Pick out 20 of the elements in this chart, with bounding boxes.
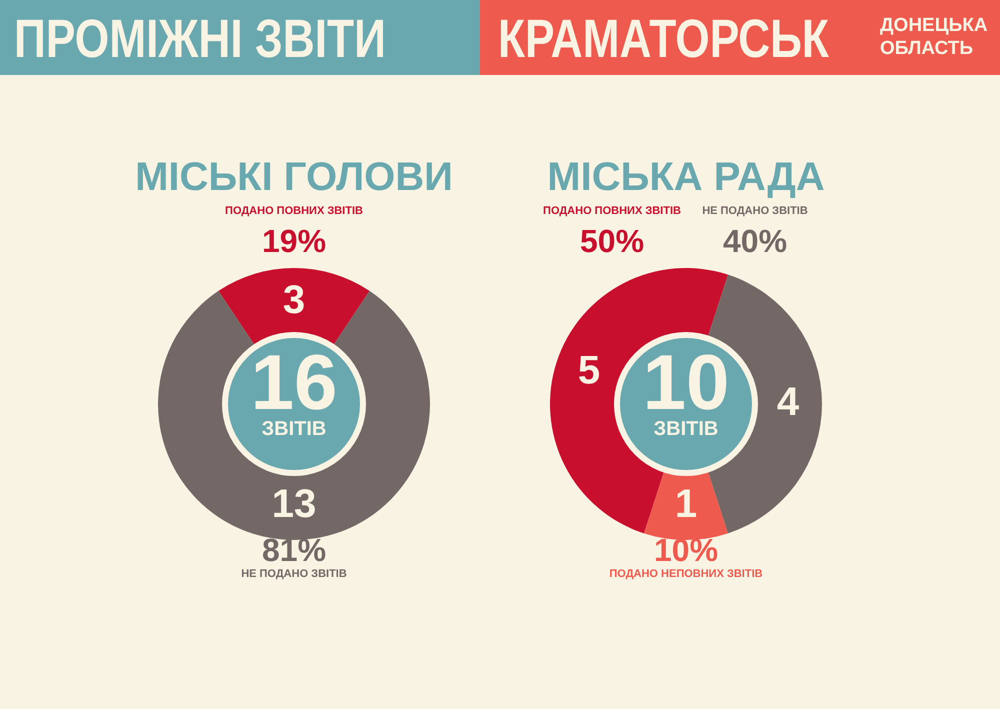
chart-title: МІСЬКІ ГОЛОВИ: [134, 155, 454, 200]
data-label: 4: [776, 380, 800, 424]
chart-title: МІСЬКА РАДА: [546, 155, 826, 200]
text: 19%: [262, 223, 326, 259]
data-label: 13: [272, 482, 316, 526]
text: КРАМАТОРСЬК: [498, 8, 829, 70]
text: 81%: [262, 532, 326, 568]
slice-label: НЕ ПОДАНО ЗВІТІВ: [702, 205, 808, 217]
text: ДОНЕЦЬКА ОБЛАСТЬ: [880, 14, 988, 60]
text: 40%: [722, 223, 788, 259]
slice-label: НЕ ПОДАНО ЗВІТІВ: [240, 568, 348, 580]
text: ПРОМІЖНІ ЗВІТИ: [14, 8, 386, 70]
data-label: 5: [578, 348, 600, 393]
text: 50%: [580, 223, 644, 259]
slice-label: ПОДАНО ПОВНИХ ЗВІТІВ: [224, 205, 364, 217]
slice-label: ПОДАНО ПОВНИХ ЗВІТІВ: [543, 205, 681, 217]
data-label: 1: [674, 482, 698, 526]
slice-label: ПОДАНО НЕПОВНИХ ЗВІТІВ: [608, 568, 764, 580]
text: 10%: [654, 532, 718, 568]
data-label: 3: [282, 278, 306, 322]
